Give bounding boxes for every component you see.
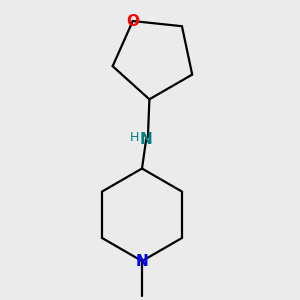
Text: N: N [140, 132, 153, 147]
Text: O: O [126, 14, 139, 28]
Text: H: H [130, 131, 139, 144]
Text: N: N [136, 254, 148, 268]
